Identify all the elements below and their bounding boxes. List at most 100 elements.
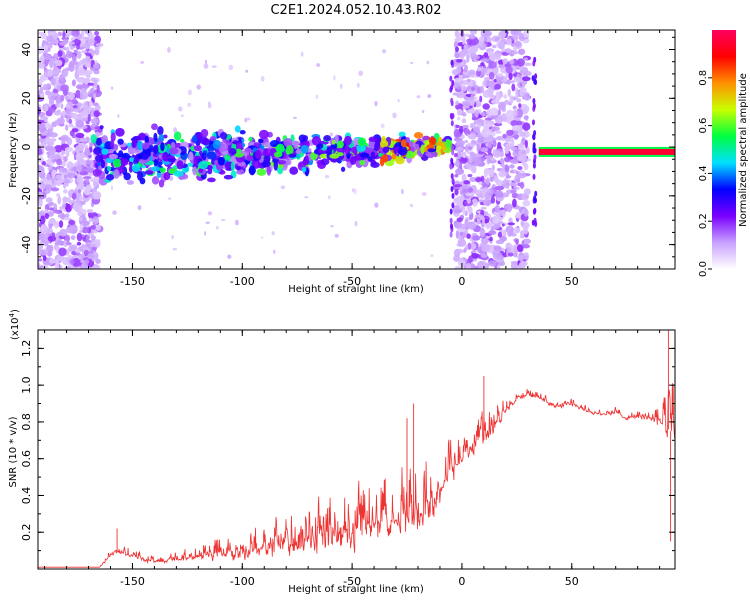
spectrogram-blob [512, 198, 517, 208]
spectrogram-blob [534, 190, 538, 197]
x-tick-label: -100 [230, 575, 255, 588]
spectrogram-blob [209, 136, 217, 142]
spectrogram-blob [47, 107, 56, 114]
spectrogram-blob [454, 30, 460, 38]
spectrogram-blob [331, 139, 336, 145]
spectrogram-blob [503, 156, 511, 163]
spectrogram-blob [477, 131, 482, 139]
spectrogram-blob [413, 131, 424, 139]
spectrogram-blob [523, 115, 529, 120]
spectrogram-blob [246, 154, 253, 162]
spectrogram-blob [77, 69, 87, 76]
spectrogram-blob [492, 224, 500, 230]
spectrogram-blob [474, 214, 484, 219]
spectrogram-blob [112, 210, 117, 215]
snr-y-exponent: 4 [8, 312, 16, 317]
spectrogram-blob [71, 192, 77, 200]
spectrogram-blobs [38, 30, 675, 269]
spectrogram-blob [502, 163, 506, 170]
spectrogram-blob [519, 181, 525, 189]
spectrogram-blob [100, 159, 106, 169]
spectrogram-blob [60, 134, 70, 142]
spectrogram-blob [172, 247, 178, 251]
spectrogram-blob [484, 135, 492, 143]
spectrogram-blob [80, 109, 89, 119]
spectrogram-blob [176, 160, 184, 170]
spectrogram-blob [77, 76, 85, 84]
spectrogram-blob [487, 141, 492, 149]
spectrogram-blob [144, 170, 154, 175]
spectrogram-blob [82, 176, 92, 180]
spectrogram-blob [456, 150, 462, 160]
spectrogram-blob [117, 138, 124, 145]
spectrogram-blob [477, 86, 481, 94]
spectrogram-blob [333, 75, 336, 81]
spectrogram-blob [449, 163, 453, 170]
spectrogram-blob [523, 57, 528, 61]
spectrogram-blob [84, 259, 90, 265]
spectrogram-blob [513, 76, 521, 83]
y-tick-label: 0.2 [20, 523, 33, 541]
spectrogram-blob [495, 80, 502, 84]
spectrogram-blob [75, 120, 85, 128]
spectrogram-blob [55, 102, 59, 108]
spectrogram-blob [137, 132, 147, 141]
spectrogram-blob [65, 150, 70, 158]
spectrogram-blob [228, 148, 237, 155]
spectrogram-blob [52, 40, 59, 44]
spectrogram-blob [427, 94, 432, 99]
spectrogram-blob [476, 101, 482, 107]
spectrogram-blob [480, 62, 485, 67]
spectrogram-blob [523, 188, 531, 196]
spectrogram-blob [458, 109, 463, 115]
spectrogram-blob [137, 171, 143, 181]
spectrogram-blob [277, 163, 284, 169]
spectrogram-blob [524, 139, 528, 149]
spectrogram-blob [492, 215, 500, 224]
spectrogram-blob [74, 187, 78, 194]
snr-panel: -150 -100 -50 0 50 0.2 0.4 0.6 0.8 1.0 1.2 Height … [8, 309, 676, 595]
spectrogram-blob [515, 90, 519, 100]
spectrogram-blob [343, 135, 352, 146]
spectrogram-blob [501, 223, 505, 227]
spectrogram-blob [77, 212, 84, 216]
spectrogram-blob [471, 159, 481, 167]
spectrogram-blob [76, 200, 81, 205]
spectrogram-blob [137, 205, 142, 211]
spectrogram-blob [79, 264, 87, 269]
y-tick-label: 0 [20, 144, 33, 151]
spectrogram-blob [61, 203, 66, 209]
spectrogram-blob [467, 242, 472, 250]
spectrogram-blob [60, 84, 69, 92]
snr-y-multiplier: (x104) [8, 309, 21, 340]
spectrogram-blob [46, 173, 51, 181]
spectrogram-blob [263, 155, 271, 161]
spectrogram-blob [425, 151, 432, 157]
spectrogram-blob [456, 195, 465, 205]
snr-x-axis-label: Height of straight line (km) [288, 584, 424, 595]
spectrogram-blob [88, 250, 94, 254]
spectrogram-blob [81, 226, 90, 234]
spectrogram-blob [455, 37, 461, 43]
spectrogram-blob [495, 91, 502, 101]
spectrogram-blob [49, 244, 54, 253]
spectrogram-blob [481, 181, 486, 189]
spectrogram-blob [502, 133, 507, 139]
spectrogram-blob [40, 210, 45, 215]
spectrogram-blob [489, 95, 495, 99]
spectrogram-blob [198, 160, 209, 170]
spectrogram-blob [46, 35, 54, 42]
snr-ticks: -150 -100 -50 0 50 0.2 0.4 0.6 0.8 1.0 1.2 [20, 329, 675, 588]
spectrogram-blob [57, 50, 63, 57]
spectrogram-blob [497, 254, 504, 261]
spectrogram-blob [511, 83, 516, 92]
spectrogram-blob [155, 161, 163, 166]
spectrogram-blob [449, 75, 453, 82]
spectrogram-blob [42, 51, 49, 56]
spectrogram-blob [483, 168, 489, 178]
spectrogram-blob [38, 213, 41, 221]
spectrogram-blob [420, 144, 425, 155]
spectrogram-blob [510, 30, 517, 36]
spectrogram-blob [381, 136, 387, 144]
spectrogram-blob [523, 163, 529, 171]
